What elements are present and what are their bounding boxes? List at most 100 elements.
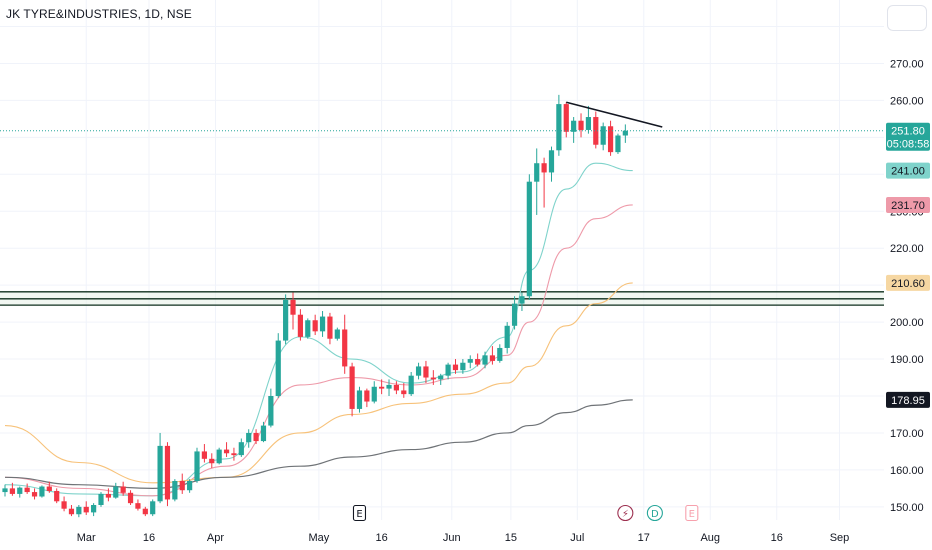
candle[interactable]: [556, 94, 562, 156]
candle[interactable]: [585, 105, 592, 134]
candle[interactable]: [504, 322, 510, 354]
candle[interactable]: [83, 501, 89, 515]
candle[interactable]: [460, 359, 466, 374]
candle[interactable]: [260, 421, 267, 443]
candle[interactable]: [253, 429, 259, 445]
candle-body: [534, 163, 540, 182]
candle[interactable]: [135, 499, 141, 511]
candle[interactable]: [142, 506, 148, 517]
candle[interactable]: [371, 381, 377, 404]
candle[interactable]: [275, 333, 281, 398]
candle[interactable]: [9, 482, 15, 496]
candle[interactable]: [246, 429, 252, 448]
dividend-marker[interactable]: D: [646, 504, 663, 522]
candle[interactable]: [76, 505, 82, 518]
candle[interactable]: [312, 314, 318, 336]
candle[interactable]: [578, 113, 584, 138]
earnings-upcoming-marker[interactable]: E: [685, 504, 699, 522]
candle[interactable]: [164, 442, 171, 507]
candle[interactable]: [334, 327, 340, 341]
candle[interactable]: [356, 386, 363, 413]
candle[interactable]: [105, 488, 111, 502]
candle[interactable]: [127, 490, 134, 506]
candle[interactable]: [622, 124, 628, 143]
candle[interactable]: [342, 314, 348, 374]
candle[interactable]: [415, 362, 422, 380]
candle[interactable]: [534, 148, 540, 215]
candle[interactable]: [511, 296, 518, 330]
candle[interactable]: [393, 381, 400, 395]
candle[interactable]: [467, 355, 473, 369]
candle[interactable]: [24, 483, 30, 494]
candle[interactable]: [423, 360, 429, 384]
candle[interactable]: [223, 442, 230, 457]
candle[interactable]: [452, 359, 459, 374]
candle[interactable]: [268, 388, 274, 428]
candle[interactable]: [379, 379, 385, 395]
candle[interactable]: [319, 311, 326, 337]
candle[interactable]: [438, 373, 444, 385]
marker-frame: [617, 504, 634, 522]
candle[interactable]: [497, 344, 503, 363]
candle[interactable]: [2, 484, 8, 497]
candle[interactable]: [172, 479, 178, 502]
candle[interactable]: [157, 432, 163, 504]
candle-body: [194, 451, 200, 481]
candle[interactable]: [68, 505, 75, 517]
candle[interactable]: [541, 157, 547, 208]
resistance-trendline[interactable]: [566, 101, 663, 128]
candle[interactable]: [327, 312, 333, 345]
x-tick-label: 16: [376, 532, 388, 544]
candle[interactable]: [445, 362, 451, 380]
candle[interactable]: [150, 499, 156, 517]
candle[interactable]: [39, 485, 45, 498]
candle[interactable]: [61, 496, 67, 512]
candle[interactable]: [349, 362, 355, 417]
candle[interactable]: [519, 292, 525, 312]
candle[interactable]: [563, 102, 569, 138]
candle[interactable]: [607, 120, 614, 156]
candle[interactable]: [571, 117, 577, 143]
candle[interactable]: [548, 146, 555, 182]
candle[interactable]: [615, 133, 621, 154]
candle[interactable]: [593, 111, 599, 149]
candle[interactable]: [216, 447, 222, 465]
candle[interactable]: [526, 174, 532, 300]
candle[interactable]: [290, 292, 296, 330]
candle[interactable]: [430, 370, 436, 385]
candle-body: [312, 320, 318, 332]
candle[interactable]: [238, 438, 244, 457]
candle[interactable]: [231, 447, 237, 461]
candle[interactable]: [120, 481, 126, 496]
candle[interactable]: [364, 388, 370, 408]
candle-body: [223, 449, 230, 454]
candle[interactable]: [201, 444, 207, 463]
candle[interactable]: [408, 371, 414, 396]
candle[interactable]: [194, 447, 200, 483]
candle[interactable]: [91, 503, 97, 517]
split-marker[interactable]: ⚡: [617, 504, 634, 522]
candle[interactable]: [482, 351, 488, 369]
candle[interactable]: [187, 479, 193, 493]
candle[interactable]: [283, 294, 289, 345]
candle[interactable]: [600, 122, 606, 151]
candle[interactable]: [386, 379, 392, 396]
candle[interactable]: [54, 488, 60, 504]
candle[interactable]: [209, 453, 215, 469]
candle[interactable]: [17, 486, 23, 498]
candle[interactable]: [46, 481, 52, 493]
candle[interactable]: [305, 318, 311, 339]
earnings-marker[interactable]: E: [352, 504, 367, 522]
candle[interactable]: [113, 482, 119, 499]
candle[interactable]: [31, 488, 38, 500]
candle-body: [415, 366, 422, 376]
settings-button[interactable]: [887, 5, 927, 31]
y-tick-label: 260.00: [890, 95, 924, 107]
candle[interactable]: [401, 383, 407, 398]
candle[interactable]: [489, 346, 496, 365]
candle[interactable]: [179, 473, 185, 494]
candle[interactable]: [297, 309, 303, 341]
candle[interactable]: [98, 492, 104, 507]
candle[interactable]: [475, 353, 481, 367]
